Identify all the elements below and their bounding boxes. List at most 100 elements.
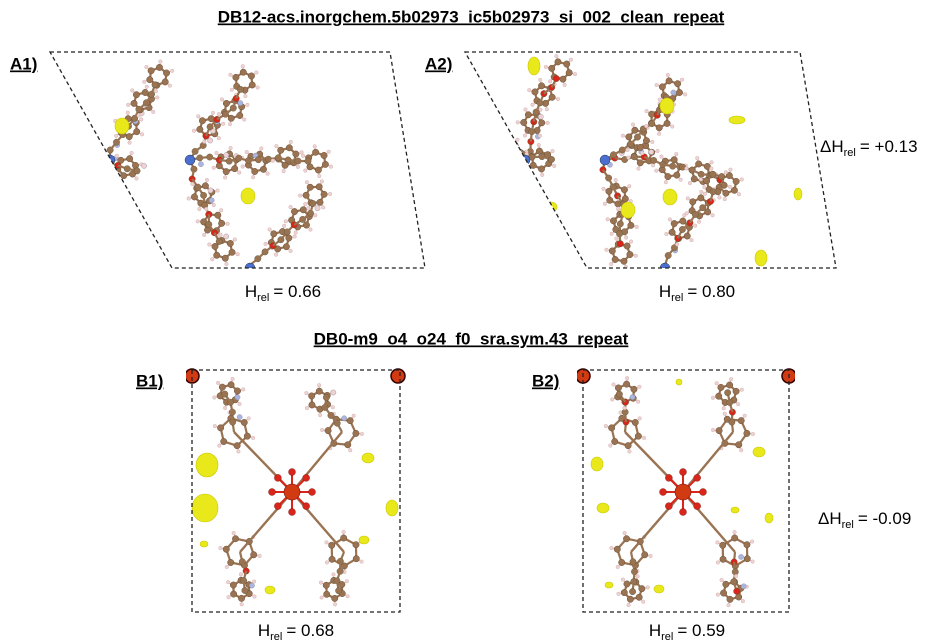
hydrogen (89, 175, 93, 179)
carbon (162, 79, 168, 85)
hydrogen (518, 164, 522, 168)
atom (738, 554, 743, 559)
hydrogen (615, 237, 619, 241)
carbon (316, 184, 322, 190)
hydrogen (638, 385, 642, 389)
isosurface (731, 507, 739, 513)
hydrogen (237, 171, 241, 175)
carbon (353, 556, 359, 562)
isosurface (196, 453, 218, 477)
oxygen (700, 489, 707, 496)
hydrogen (695, 156, 699, 160)
carbon (499, 151, 505, 157)
hydrogen (743, 414, 747, 418)
subscript: rel (661, 631, 673, 643)
carbon (624, 581, 630, 587)
isosurface (660, 98, 674, 114)
bond (502, 154, 507, 161)
hydrogen (740, 178, 744, 182)
carbon (666, 78, 672, 84)
bond (496, 154, 502, 155)
carbon (684, 233, 690, 239)
hydrogen (728, 185, 732, 189)
hydrogen (145, 85, 149, 89)
carbon (621, 258, 627, 264)
hydrogen (612, 383, 616, 387)
atom (342, 416, 347, 421)
hydrogen (635, 225, 639, 229)
carbon (624, 243, 630, 249)
carbon (549, 65, 555, 71)
carbon (648, 111, 654, 117)
hydrogen (734, 574, 738, 578)
atom (238, 100, 243, 105)
carbon (126, 133, 132, 139)
hydrogen (135, 177, 139, 181)
carbon (733, 178, 739, 184)
hydrogen (313, 145, 317, 149)
symbol: ΔH (820, 137, 844, 156)
hydrogen (501, 139, 505, 143)
hydrogen (210, 257, 214, 261)
carbon (260, 166, 266, 172)
hydrogen (631, 123, 635, 127)
hydrogen (637, 167, 641, 171)
hydrogen (609, 262, 613, 266)
value: = 0.80 (687, 282, 735, 301)
hydrogen (319, 581, 323, 585)
hydrogen (621, 134, 625, 138)
carbon (244, 433, 250, 439)
hydrogen (239, 573, 243, 577)
hydrogen (252, 580, 256, 584)
atom (73, 157, 78, 162)
oxygen (665, 474, 672, 481)
hydrogen (668, 218, 672, 222)
hydrogen (327, 150, 331, 154)
energy-label: Hrel= 0.66 (245, 282, 321, 303)
carbon (621, 589, 627, 595)
isosurface (115, 118, 129, 134)
carbon (744, 542, 750, 548)
carbon (293, 151, 299, 157)
oxygen (274, 474, 281, 481)
atom (305, 158, 311, 164)
atom (649, 149, 654, 154)
carbon (238, 595, 244, 601)
hydrogen (716, 541, 720, 545)
bond (513, 154, 523, 157)
hydrogen (693, 224, 697, 228)
bond (79, 162, 89, 163)
hydrogen (657, 132, 661, 136)
carbon (322, 161, 328, 167)
hydrogen (610, 546, 614, 550)
hydrogen (642, 436, 646, 440)
hydrogen (531, 103, 535, 107)
hydrogen (569, 58, 573, 62)
hydrogen (213, 396, 217, 400)
hydrogen (720, 578, 724, 582)
isosurface (359, 536, 369, 544)
hydrogen (155, 96, 159, 100)
metal (675, 484, 691, 500)
hydrogen (616, 565, 620, 569)
carbon (637, 160, 643, 166)
hydrogen (638, 417, 642, 421)
atom (500, 153, 506, 159)
hydrogen (242, 118, 246, 122)
carbon (723, 190, 729, 196)
hydrogen (226, 580, 230, 584)
hydrogen (516, 138, 520, 142)
hydrogen (729, 377, 733, 381)
hydrogen (625, 376, 629, 380)
symbol: H (659, 282, 671, 301)
oxygen (680, 469, 687, 476)
panel-label: A1) (10, 54, 37, 73)
bond (517, 152, 521, 160)
hydrogen (751, 560, 755, 564)
bond (502, 146, 506, 154)
carbon (216, 163, 222, 169)
hydrogen (651, 140, 655, 144)
carbon (627, 251, 633, 257)
carbon (223, 546, 229, 552)
hydrogen (128, 141, 132, 145)
